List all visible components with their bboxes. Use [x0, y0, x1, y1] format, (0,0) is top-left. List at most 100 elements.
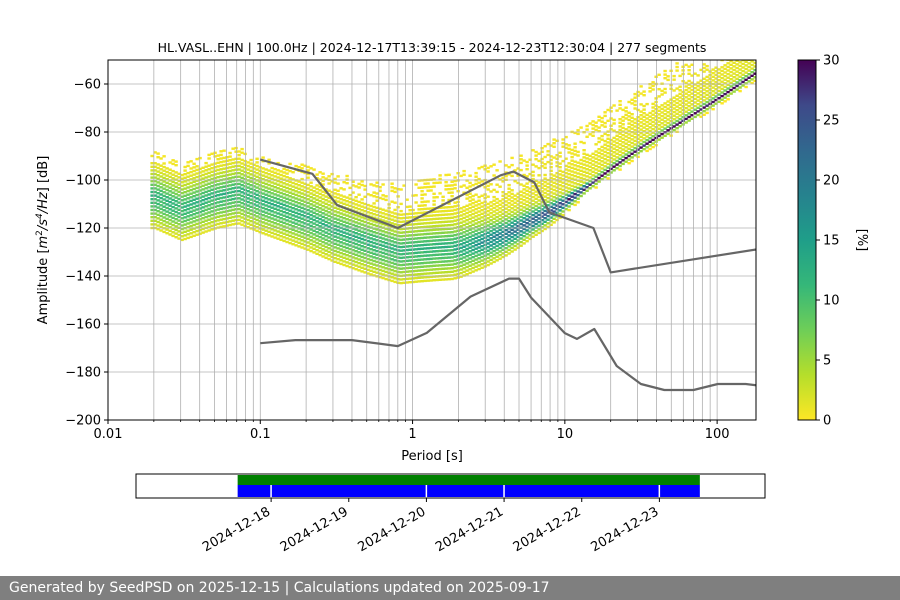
heatmap-cell	[312, 247, 316, 250]
heatmap-cell	[726, 72, 730, 76]
heatmap-cell	[630, 134, 634, 137]
heatmap-cell	[666, 118, 670, 121]
heatmap-cell	[510, 214, 514, 217]
heatmap-cell	[408, 245, 412, 248]
heatmap-cell	[678, 89, 682, 92]
heatmap-cell	[462, 223, 466, 227]
heatmap-cell	[468, 181, 472, 185]
heatmap-cell	[246, 215, 250, 218]
heatmap-cell	[462, 270, 466, 274]
heatmap-cell	[318, 217, 322, 221]
heatmap-cell	[534, 197, 538, 200]
heatmap-cell	[237, 153, 241, 157]
heatmap-cell	[402, 213, 406, 216]
heatmap-cell	[654, 126, 658, 129]
heatmap-cell	[615, 167, 619, 170]
heatmap-cell	[552, 181, 556, 184]
heatmap-cell	[474, 215, 478, 218]
heatmap-cell	[282, 171, 286, 174]
heatmap-cell	[426, 250, 430, 254]
heatmap-cell	[303, 218, 307, 221]
heatmap-cell	[702, 110, 706, 113]
heatmap-cell	[348, 255, 352, 258]
heatmap-cell	[354, 235, 358, 238]
heatmap-cell	[501, 209, 505, 212]
heatmap-cell	[438, 228, 442, 231]
heatmap-cell	[570, 199, 574, 202]
heatmap-cell	[333, 239, 337, 242]
heatmap-cell	[309, 181, 313, 184]
heatmap-cell	[609, 124, 613, 127]
heatmap-cell	[276, 223, 280, 226]
heatmap-cell	[696, 74, 700, 77]
heatmap-cell	[438, 181, 442, 184]
heatmap-cell	[291, 243, 295, 246]
heatmap-cell	[510, 203, 514, 206]
heatmap-cell	[294, 244, 298, 247]
heatmap-cell	[642, 119, 646, 122]
heatmap-cell	[222, 178, 226, 181]
heatmap-cell	[549, 220, 553, 223]
heatmap-cell	[321, 244, 325, 247]
heatmap-cell	[612, 140, 616, 143]
heatmap-cell	[171, 227, 175, 230]
heatmap-cell	[150, 212, 154, 215]
heatmap-cell	[345, 221, 349, 224]
heatmap-cell	[480, 255, 484, 259]
heatmap-cell	[399, 260, 403, 263]
heatmap-cell	[231, 172, 235, 176]
heatmap-cell	[195, 197, 199, 200]
heatmap-cell	[504, 193, 508, 196]
heatmap-cell	[213, 216, 217, 219]
heatmap-cell	[306, 216, 310, 219]
heatmap-cell	[327, 189, 331, 192]
heatmap-cell	[687, 105, 691, 108]
heatmap-cell	[501, 245, 505, 248]
heatmap-cell	[351, 223, 355, 227]
heatmap-cell	[690, 99, 694, 102]
heatmap-cell	[648, 122, 652, 125]
heatmap-cell	[336, 222, 340, 225]
heatmap-cell	[294, 204, 298, 207]
heatmap-cell	[411, 277, 415, 280]
heatmap-cell	[216, 201, 220, 204]
heatmap-cell	[738, 75, 742, 78]
heatmap-cell	[672, 114, 676, 117]
heatmap-cell	[165, 188, 169, 192]
heatmap-cell	[744, 21, 747, 23]
heatmap-cell	[747, 80, 751, 83]
heatmap-cell	[306, 198, 310, 201]
heatmap-cell	[183, 198, 187, 201]
heatmap-cell	[375, 235, 379, 238]
heatmap-cell	[198, 207, 202, 210]
heatmap-cell	[207, 189, 211, 193]
heatmap-cell	[336, 261, 340, 264]
heatmap-cell	[474, 261, 478, 265]
heatmap-cell	[345, 203, 349, 206]
heatmap-cell	[321, 219, 325, 222]
heatmap-cell	[156, 166, 160, 170]
heatmap-cell	[588, 154, 592, 158]
heatmap-cell	[501, 180, 505, 183]
heatmap-cell	[618, 168, 622, 171]
heatmap-cell	[189, 206, 193, 210]
heatmap-cell	[663, 109, 667, 112]
heatmap-cell	[675, 109, 679, 112]
heatmap-cell	[696, 103, 700, 106]
heatmap-cell	[723, 67, 727, 71]
heatmap-cell	[612, 104, 616, 107]
heatmap-cell	[684, 99, 688, 103]
heatmap-cell	[336, 225, 340, 228]
heatmap-cell	[210, 228, 214, 231]
heatmap-cell	[513, 194, 517, 197]
heatmap-cell	[720, 60, 724, 62]
heatmap-cell	[330, 194, 334, 197]
heatmap-cell	[180, 191, 184, 195]
heatmap-cell	[459, 243, 463, 246]
heatmap-cell	[228, 198, 232, 201]
heatmap-cell	[459, 210, 463, 214]
heatmap-cell	[375, 217, 379, 220]
heatmap-cell	[513, 248, 517, 251]
heatmap-cell	[444, 217, 448, 220]
heatmap-cell	[645, 138, 649, 142]
